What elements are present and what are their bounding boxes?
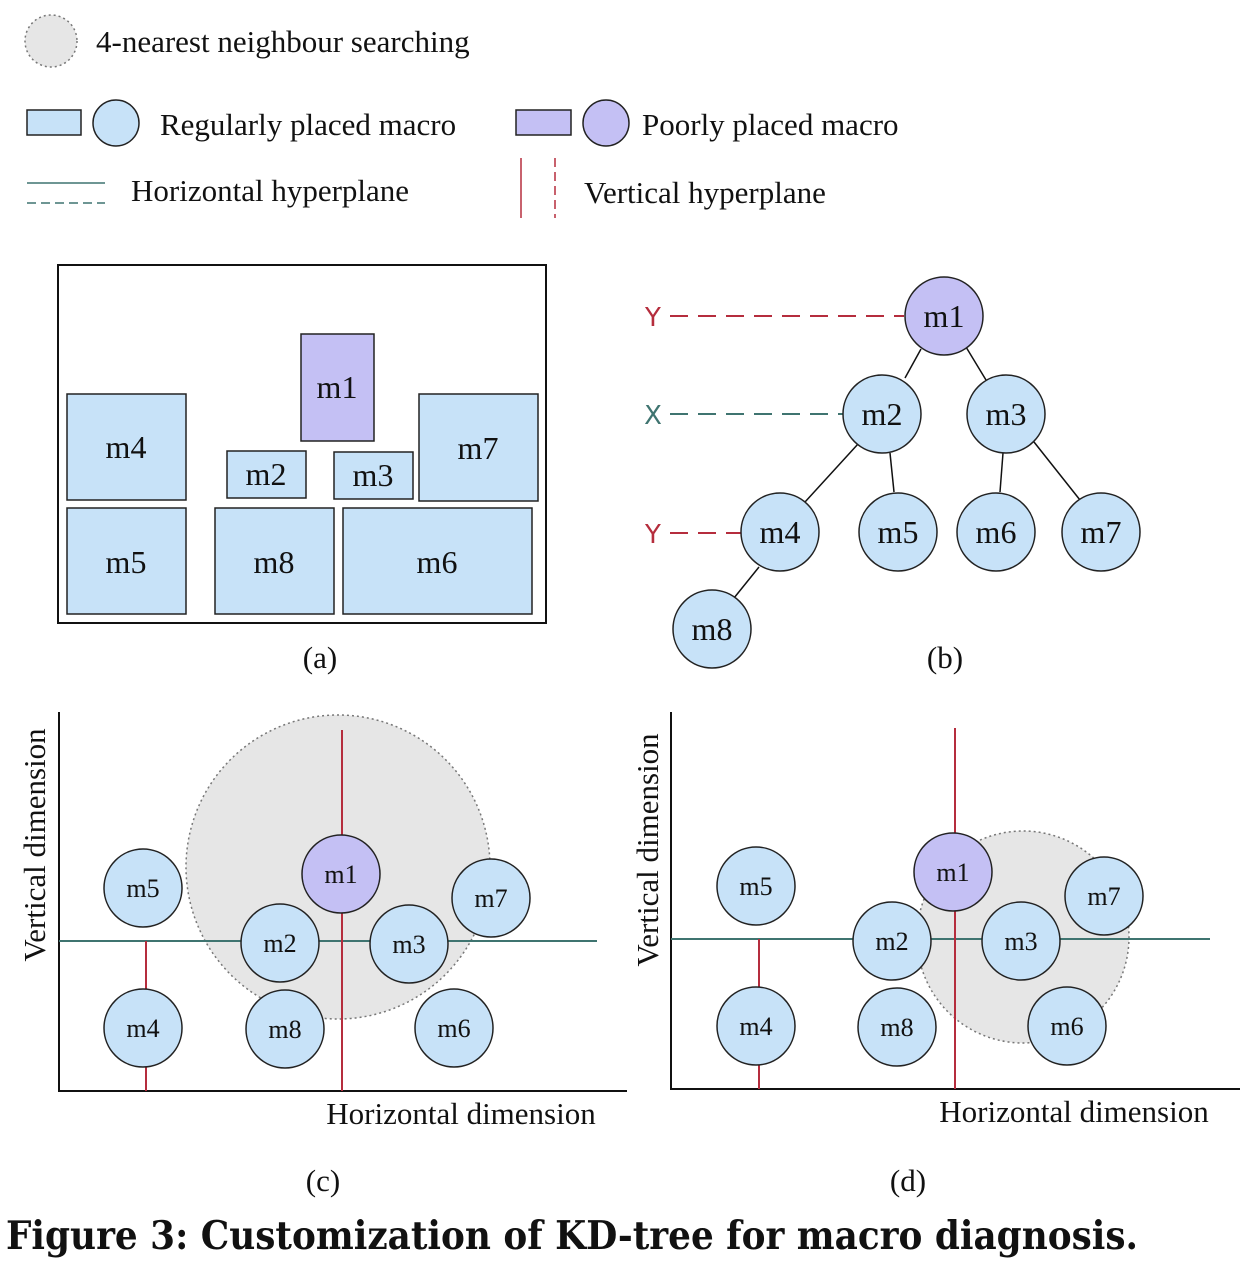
- macro-m6-rect: [342, 507, 533, 615]
- tree-node-m2: [842, 374, 922, 454]
- tree-node-m4-label: m4: [760, 514, 801, 550]
- macro-m5-label: m5: [106, 544, 147, 580]
- y-axis-label: Vertical dimension: [630, 733, 665, 967]
- node-m3: [981, 901, 1061, 981]
- panel-b-label: (b): [927, 640, 963, 675]
- tree-edge: [999, 452, 1004, 493]
- tree-node-m3-label: m3: [986, 396, 1027, 432]
- tree-edge: [733, 566, 760, 599]
- macro-m1-rect: [300, 333, 375, 442]
- panel-d-label: (d): [890, 1163, 926, 1198]
- macro-m2-label: m2: [246, 456, 287, 492]
- tree-node-m2-label: m2: [862, 396, 903, 432]
- macro-m4-rect: [66, 393, 187, 501]
- node-m7: [451, 858, 531, 938]
- poor-circle-legend-icon: [582, 99, 630, 147]
- node-m1: [301, 834, 381, 914]
- node-m8: [245, 989, 325, 1069]
- node-m6: [1027, 986, 1107, 1066]
- node-m6: [414, 988, 494, 1068]
- tree-node-m6-label: m6: [976, 514, 1017, 550]
- tree-node-m1: [904, 276, 984, 356]
- node-m5-label: m5: [126, 874, 159, 903]
- node-m6-label: m6: [437, 1014, 470, 1043]
- tree-edge: [889, 452, 895, 493]
- node-m8-label: m8: [268, 1015, 301, 1044]
- node-m7-label: m7: [474, 884, 507, 913]
- node-m8-label: m8: [880, 1013, 913, 1042]
- tree-edge: [804, 443, 859, 503]
- node-m7: [1064, 856, 1144, 936]
- node-m3-label: m3: [1004, 927, 1037, 956]
- panel-a-label: (a): [303, 640, 337, 675]
- node-m4-label: m4: [739, 1012, 772, 1041]
- tree-node-m3: [966, 374, 1046, 454]
- tree-node-m7-label: m7: [1081, 514, 1122, 550]
- x-axis-label: Horizontal dimension: [939, 1094, 1209, 1129]
- node-m7-label: m7: [1087, 882, 1120, 911]
- node-m1-label: m1: [324, 860, 357, 889]
- x-axis-label: Horizontal dimension: [326, 1096, 596, 1131]
- node-m2: [852, 901, 932, 981]
- regular-circle-legend-icon: [92, 99, 140, 147]
- split-axis-label-y-level2: Y: [644, 520, 661, 550]
- macro-m5-rect: [66, 507, 187, 615]
- node-m4: [103, 988, 183, 1068]
- tree-node-m1-label: m1: [924, 298, 965, 334]
- panel-d-space: m5 m1 m7 m2 m3 m4 m8 m6 Horizontal dimen…: [630, 712, 1240, 1198]
- panel-a-layout: m1 m4 m2 m3 m7 m5 m8 m6 (a): [57, 264, 547, 675]
- macro-m2-rect: [226, 450, 307, 499]
- tree-edge: [1033, 441, 1081, 501]
- macro-m4-label: m4: [106, 429, 147, 465]
- macro-m8-label: m8: [254, 544, 295, 580]
- node-m3: [369, 904, 449, 984]
- legend-horizontal-label: Horizontal hyperplane: [131, 173, 409, 208]
- macro-m3-rect: [333, 451, 414, 500]
- node-m1-label: m1: [936, 858, 969, 887]
- node-m6-label: m6: [1050, 1012, 1083, 1041]
- tree-edge: [904, 348, 922, 379]
- y-axis-label: Vertical dimension: [17, 728, 52, 962]
- legend: 4-nearest neighbour searching Regularly …: [24, 14, 899, 218]
- split-axis-label-x-level1: X: [644, 401, 662, 431]
- node-m2-label: m2: [263, 929, 296, 958]
- macro-m7-rect: [418, 393, 539, 502]
- tree-edge: [965, 346, 987, 381]
- tree-node-m5: [858, 492, 938, 572]
- macro-m3-label: m3: [353, 457, 394, 493]
- legend-search-label: 4-nearest neighbour searching: [96, 24, 470, 59]
- figure-caption: Figure 3: Customization of KD-tree for m…: [6, 1213, 1138, 1259]
- legend-poor-label: Poorly placed macro: [642, 107, 899, 142]
- search-legend-icon: [24, 14, 78, 68]
- macro-m6-label: m6: [417, 544, 458, 580]
- node-m4: [716, 986, 796, 1066]
- tree-node-m5-label: m5: [878, 514, 919, 550]
- macro-m1-label: m1: [317, 369, 358, 405]
- legend-regular-label: Regularly placed macro: [160, 107, 456, 142]
- node-m3-label: m3: [392, 930, 425, 959]
- node-m5-label: m5: [739, 872, 772, 901]
- regular-rect-legend-icon: [26, 109, 82, 136]
- macro-m7-label: m7: [458, 430, 499, 466]
- node-m8: [857, 987, 937, 1067]
- node-m5: [103, 848, 183, 928]
- tree-node-m6: [956, 492, 1036, 572]
- legend-vertical-label: Vertical hyperplane: [584, 175, 826, 210]
- node-m5: [716, 846, 796, 926]
- panel-b-tree: Y X Y m1 m2 m3 m4 m5 m6 m7 m8 (b): [644, 276, 1141, 675]
- node-m2-label: m2: [875, 927, 908, 956]
- tree-node-m4: [740, 492, 820, 572]
- panel-c-label: (c): [306, 1163, 340, 1198]
- macro-m8-rect: [214, 507, 335, 615]
- split-axis-label-y-root: Y: [644, 303, 661, 333]
- panel-c-space: m5 m1 m7 m2 m3 m4 m8 m6 Horizontal dimen…: [17, 712, 627, 1198]
- node-m2: [240, 903, 320, 983]
- tree-node-m7: [1061, 492, 1141, 572]
- poor-rect-legend-icon: [515, 109, 572, 136]
- tree-node-m8: [672, 589, 752, 669]
- tree-node-m8-label: m8: [692, 611, 733, 647]
- node-m4-label: m4: [126, 1014, 159, 1043]
- node-m1: [913, 832, 993, 912]
